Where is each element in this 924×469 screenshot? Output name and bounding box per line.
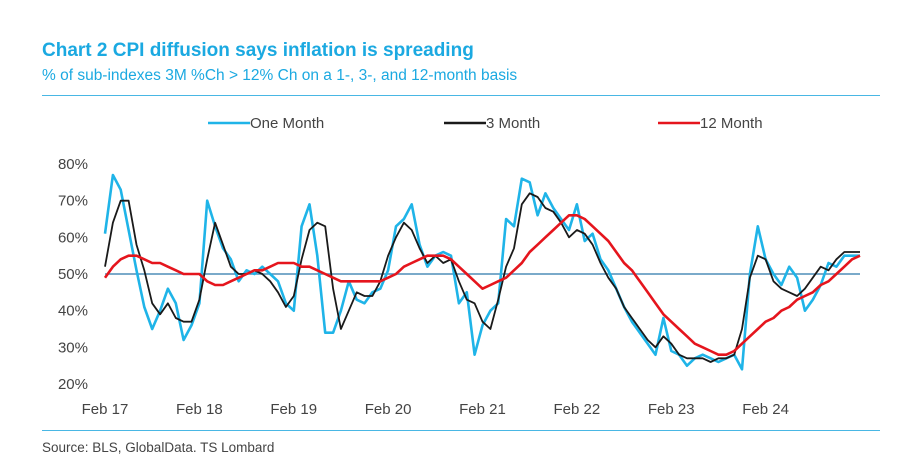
series-line-12-month [103,214,861,357]
legend-label-3-month: 3 Month [486,115,540,132]
x-tick-label: Feb 18 [176,401,223,418]
legend-label-12-month: 12 Month [700,115,763,132]
y-tick-label: 60% [58,229,88,246]
x-tick-label: Feb 17 [82,401,129,418]
legend-label-one-month: One Month [250,115,324,132]
series-lines [103,173,861,371]
x-axis: Feb 17 Feb 18 Feb 19 Feb 20 Feb 21 Feb 22 Feb … [82,401,789,418]
x-tick-label: Feb 24 [742,401,789,418]
x-tick-label: Feb 20 [365,401,412,418]
footer-divider [42,430,880,431]
y-tick-label: 70% [58,193,88,210]
chart-title: Chart 2 CPI diffusion says inflation is … [42,40,474,61]
header-divider [42,95,880,96]
x-tick-label: Feb 19 [270,401,317,418]
y-tick-label: 40% [58,303,88,320]
x-tick-label: Feb 23 [648,401,695,418]
y-tick-label: 50% [58,266,88,283]
x-tick-label: Feb 22 [554,401,601,418]
series-line-3-month [104,192,860,363]
y-tick-label: 20% [58,376,88,393]
x-tick-label: Feb 21 [459,401,506,418]
chart-subtitle: % of sub-indexes 3M %Ch > 12% Ch on a 1-… [42,67,518,84]
chart-source: Source: BLS, GlobalData. TS Lombard [42,440,275,455]
y-tick-label: 80% [58,156,88,173]
y-axis: 20% 30% 40% 50% 60% 70% 80% [58,156,88,393]
legend: One Month 3 Month 12 Month [208,115,763,132]
y-tick-label: 30% [58,339,88,356]
